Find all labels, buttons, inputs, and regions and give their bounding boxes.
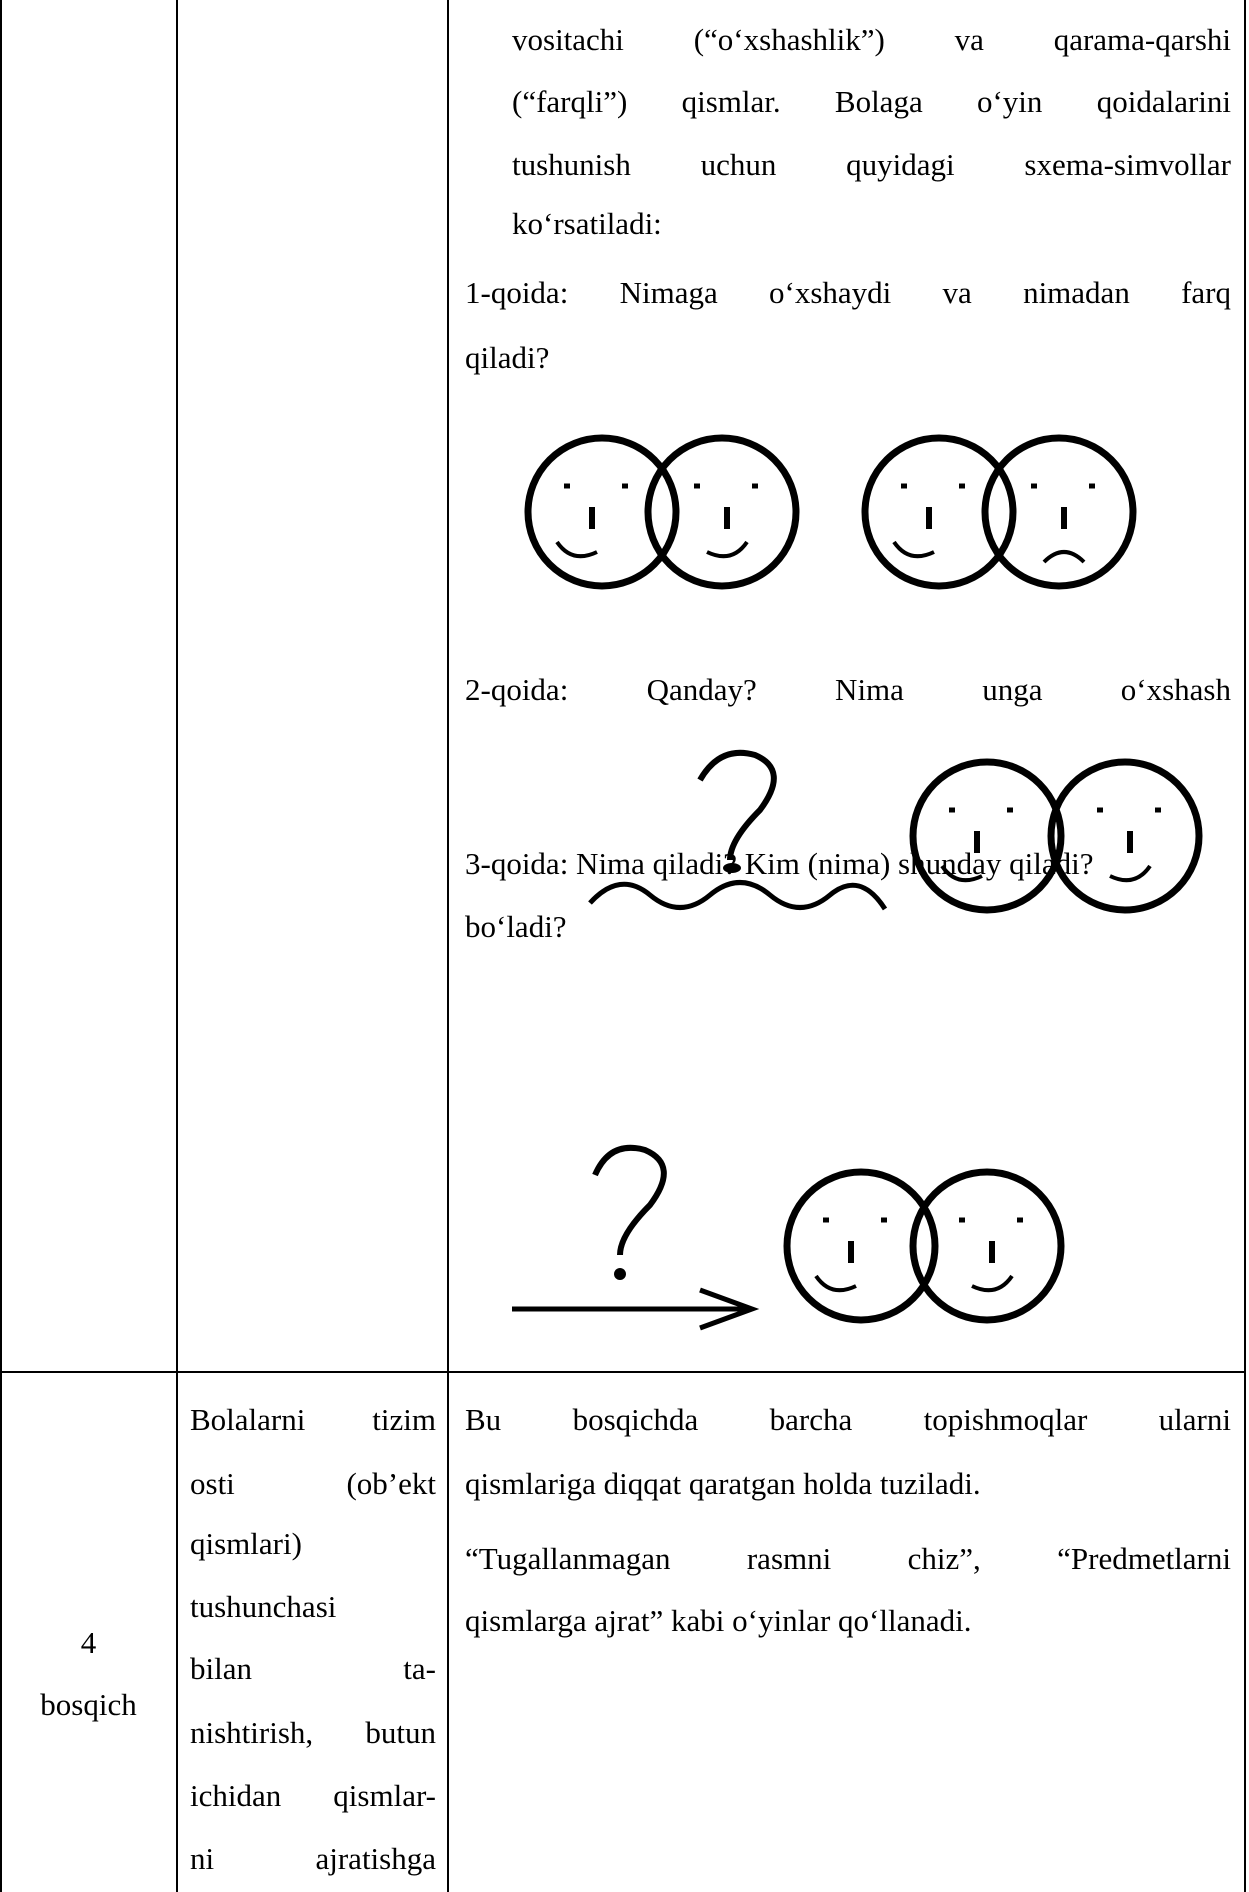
- text-line: qismlariga diqqat qaratgan holda tuzilad…: [465, 1466, 981, 1501]
- stage-label: bosqich: [40, 1687, 137, 1722]
- goal-line: Bolalarni tizim: [190, 1402, 436, 1437]
- goal-line: bilan ta-: [190, 1651, 436, 1686]
- text-line: qismlarga ajrat” kabi o‘yinlar qo‘llanad…: [465, 1603, 972, 1638]
- text-line: Bu bosqichda barcha topishmoqlar ularni: [465, 1402, 1231, 1437]
- goal-line: tushunchasi: [190, 1589, 337, 1624]
- rule1-picture: [528, 438, 1133, 586]
- stage-label: 4: [80, 1625, 97, 1660]
- goal-line: nishtirish, butun: [190, 1715, 436, 1750]
- text-line: “Tugallanmagan rasmni chiz”, “Predmetlar…: [465, 1541, 1231, 1576]
- goal-line: osti (ob’ekt: [190, 1466, 436, 1501]
- text-line: qiladi?: [465, 340, 550, 375]
- goal-line: qismlari): [190, 1526, 302, 1561]
- rule2-picture: [588, 749, 1199, 910]
- table-border: [176, 0, 178, 1892]
- text-line: 2-qoida: Qanday? Nima unga o‘xshash: [465, 672, 1231, 707]
- table-border: [0, 1371, 1246, 1373]
- table-border: [447, 0, 449, 1892]
- text-line: vositachi (“o‘xshashlik”) va qarama-qars…: [512, 22, 1231, 57]
- text-line: bo‘ladi?: [465, 909, 567, 944]
- table-border: [1244, 0, 1246, 1892]
- text-line: ko‘rsatiladi:: [512, 206, 662, 241]
- text-line: 3-qoida: Nima qiladi? Kim (nima) shunday…: [465, 846, 1094, 881]
- text-line: 1-qoida: Nimaga o‘xshaydi va nimadan far…: [465, 275, 1231, 310]
- goal-line: ni ajratishga: [190, 1841, 436, 1876]
- table-border: [0, 0, 2, 1892]
- text-line: tushunish uchun quyidagi sxema-simvollar: [512, 147, 1231, 182]
- rule3-picture: [512, 1144, 1061, 1331]
- goal-line: ichidan qismlar-: [190, 1778, 436, 1813]
- text-line: (“farqli”) qismlar. Bolaga o‘yin qoidala…: [512, 84, 1231, 119]
